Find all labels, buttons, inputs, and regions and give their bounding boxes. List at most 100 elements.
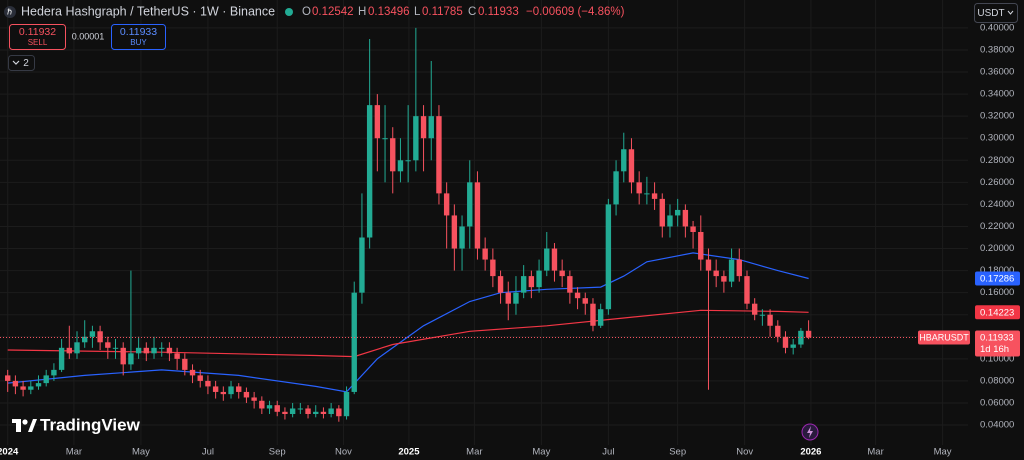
candle-body	[790, 344, 796, 348]
y-tick-label: 0.18000	[980, 265, 1014, 276]
price-tag	[975, 305, 1020, 320]
buy-button[interactable]	[111, 24, 166, 50]
candle-body	[390, 138, 396, 172]
candle-body	[490, 259, 496, 277]
candle-body	[159, 347, 165, 349]
candle-body	[467, 182, 473, 227]
ohlc-label: O	[302, 6, 311, 18]
candle-body	[220, 391, 227, 395]
candle-body	[382, 138, 388, 140]
market-status[interactable]	[285, 8, 293, 16]
chevron	[12, 60, 20, 65]
x-tick-label: 2026	[800, 447, 821, 458]
candle-body	[413, 116, 419, 161]
y-tick-label: 0.40000	[980, 22, 1014, 33]
ohlc-value: 0.13496	[368, 6, 410, 18]
x-tick-label: Sep	[269, 447, 286, 458]
candle-body	[74, 342, 80, 354]
price-tag	[975, 271, 1020, 286]
candle-body	[120, 347, 126, 365]
candle-body	[505, 292, 511, 304]
chart-title[interactable]: Hedera Hashgraph / TetherUS · 1W · Binan…	[21, 4, 275, 18]
events-glyph	[807, 426, 813, 438]
candle-body	[559, 270, 565, 277]
candle-body	[767, 314, 773, 326]
candle-body	[744, 276, 750, 304]
y-tick-label: 0.04000	[980, 420, 1014, 431]
y-tick-label: 0.24000	[980, 199, 1014, 210]
grid	[0, 0, 968, 445]
ohlc-label: H	[358, 6, 366, 18]
candle-body	[66, 347, 73, 354]
logo-shape	[22, 419, 28, 425]
sell-label: SELL	[28, 38, 48, 47]
buy-label: BUY	[130, 38, 147, 47]
candle-body	[659, 198, 665, 227]
candle-body	[613, 171, 619, 205]
candle-body	[189, 369, 196, 376]
symbol-icon[interactable]	[4, 6, 16, 18]
ohlc-value: 0.11785	[422, 6, 463, 18]
currency: USDT	[977, 8, 1004, 19]
candle-body	[628, 149, 635, 183]
candle-body	[705, 259, 712, 271]
x-tick-label: Mar	[466, 447, 482, 458]
candle-body	[89, 331, 96, 337]
sell-button[interactable]	[9, 24, 66, 50]
symbol-icon-glyph: ℏ	[7, 8, 12, 17]
candle-body	[58, 347, 65, 370]
candle-body	[682, 209, 689, 227]
price-tag	[975, 330, 1020, 357]
candle-body	[328, 408, 334, 415]
ohlc-label: L	[414, 6, 421, 18]
candle-body	[582, 298, 588, 304]
candle-body	[313, 411, 319, 415]
candle-body	[20, 386, 26, 390]
candle-body	[305, 408, 311, 415]
x-tick-label: Jul	[202, 447, 214, 458]
candle-body	[605, 204, 612, 310]
x-tick-label: May	[934, 447, 952, 458]
indicator-count: 2	[23, 58, 29, 69]
y-tick-label: 0.28000	[980, 155, 1014, 166]
candle-body	[482, 248, 488, 260]
brand-logo[interactable]: TradingView	[12, 415, 141, 434]
logo-shape	[28, 419, 37, 432]
candle-body	[82, 336, 88, 343]
candle-body	[775, 325, 781, 337]
candle-body	[667, 215, 673, 227]
candle-body	[674, 209, 681, 216]
ohlc-value: 0.12542	[312, 6, 354, 18]
candle-body	[35, 383, 42, 387]
candle-body	[289, 408, 296, 415]
candle-body	[374, 105, 381, 139]
candle-body	[366, 105, 373, 238]
y-tick-label: 0.10000	[980, 353, 1014, 364]
indicator-toggle[interactable]	[8, 55, 35, 71]
x-tick-label: Jul	[602, 447, 614, 458]
candle-body	[251, 397, 257, 401]
candle-body	[459, 226, 465, 249]
candle-body	[451, 215, 458, 249]
candle-body	[343, 391, 350, 417]
candle-body	[497, 276, 504, 293]
candle-body	[174, 353, 180, 359]
price-tag-label: 0.11933	[980, 333, 1014, 344]
candle-body	[359, 237, 365, 293]
y-tick-label: 0.30000	[980, 133, 1014, 144]
candle-body	[336, 408, 342, 417]
price-tag-label: 0.17286	[980, 273, 1014, 284]
y-tick-label: 0.34000	[980, 89, 1014, 100]
candle-body	[551, 248, 558, 271]
candle-body	[574, 292, 581, 299]
currency-button[interactable]	[974, 3, 1018, 23]
candle-body	[690, 226, 696, 232]
x-tick-label: 2025	[398, 447, 420, 458]
countdown: 1d 16h	[980, 344, 1009, 355]
candle-body	[151, 347, 157, 354]
candle-body	[782, 336, 789, 348]
candle-body	[644, 193, 650, 195]
x-tick-label: May	[532, 447, 550, 458]
candle-body	[128, 353, 134, 365]
